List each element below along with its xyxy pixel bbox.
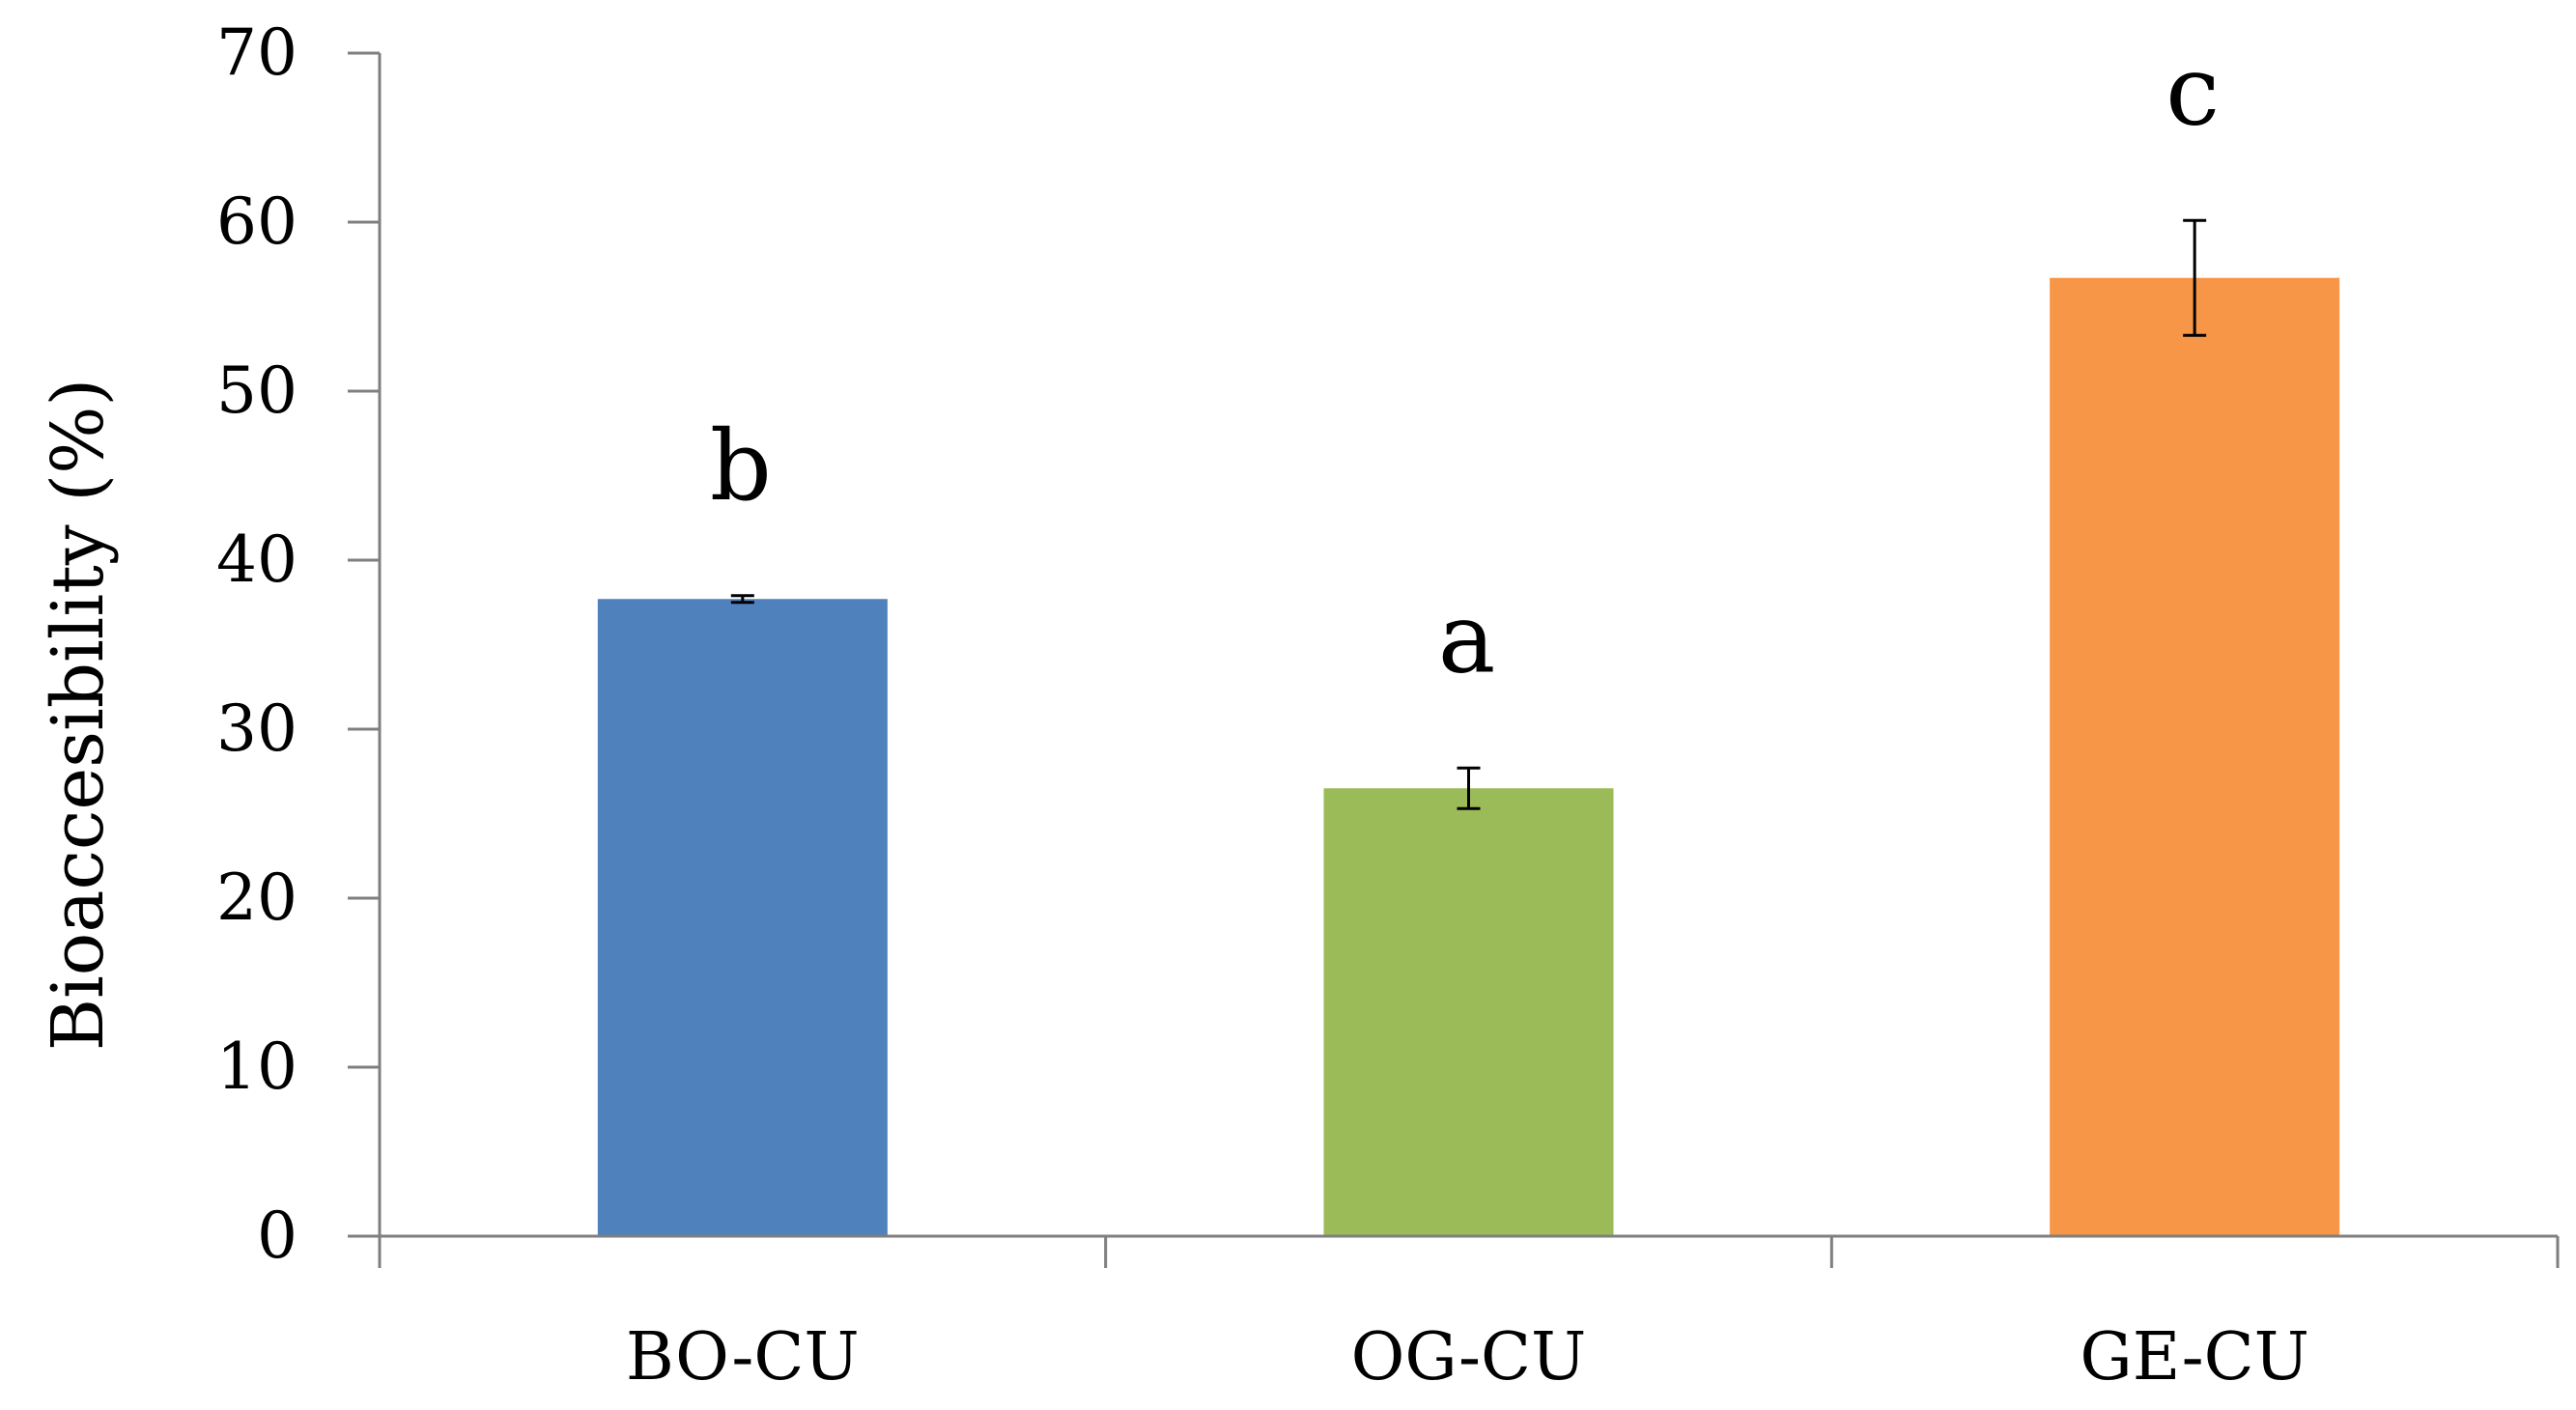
bar — [597, 599, 888, 1236]
x-category-label: GE-CU — [2080, 1319, 2309, 1396]
significance-labels-group: b a c — [710, 34, 2220, 694]
x-category-label: OG-CU — [1351, 1319, 1587, 1396]
significance-label: c — [2166, 34, 2220, 147]
bar — [2050, 277, 2340, 1236]
y-tick-label: 30 — [216, 691, 297, 766]
y-tick-label: 40 — [216, 522, 297, 597]
y-tick-label: 10 — [216, 1029, 297, 1104]
y-axis-title: Bioaccesibility (%) — [37, 379, 120, 1052]
y-tick-label: 60 — [216, 184, 297, 259]
category-labels-group: BO-CU OG-CU GE-CU — [626, 1319, 2309, 1396]
y-tick-label: 20 — [216, 860, 297, 935]
bars-group — [597, 277, 2340, 1236]
y-tick-label: 70 — [216, 15, 297, 90]
y-tick-label: 0 — [257, 1198, 297, 1273]
error-bars-group — [730, 218, 2207, 810]
x-axis-ticks — [378, 1236, 2560, 1268]
significance-label: b — [710, 409, 772, 522]
y-axis-ticks: 0 10 20 30 40 50 60 70 — [216, 15, 380, 1273]
y-tick-label: 50 — [216, 353, 297, 428]
x-category-label: BO-CU — [626, 1319, 860, 1396]
significance-label: a — [1438, 581, 1496, 694]
bar — [1323, 788, 1614, 1236]
